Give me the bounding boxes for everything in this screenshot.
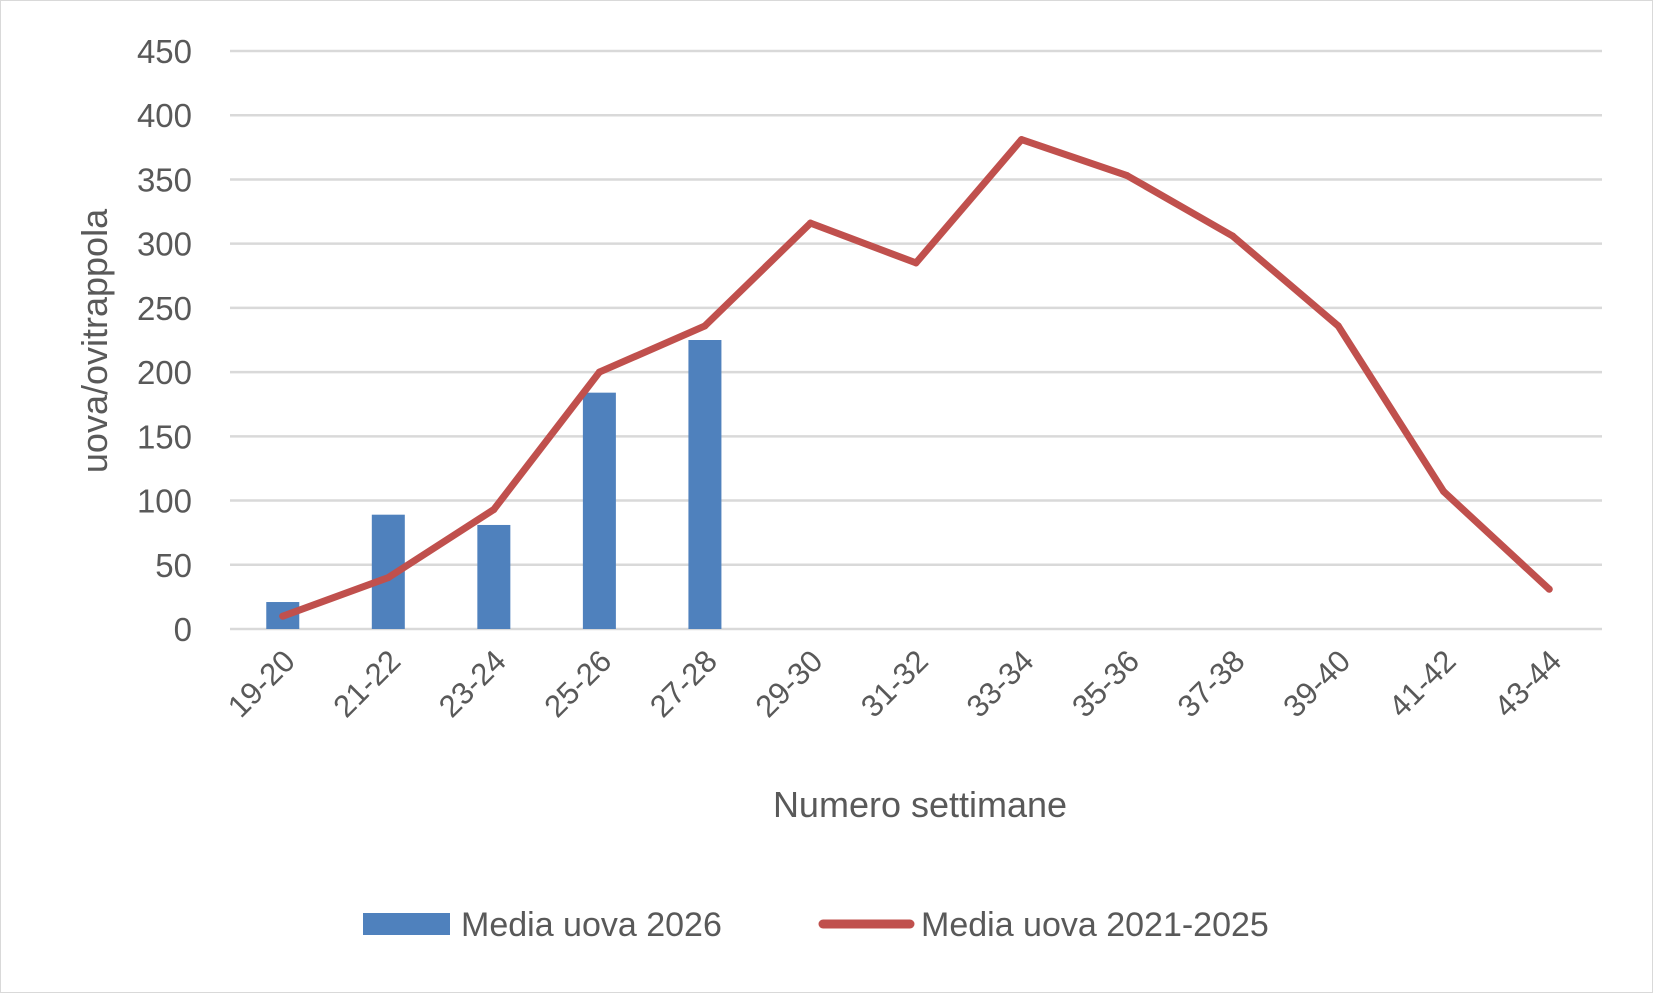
bar-23-24 [477,524,511,629]
x-tick-label: 23-24 [432,643,513,724]
line-point-37-38 [1229,232,1237,240]
x-tick-label: 25-26 [538,643,619,724]
x-axis-ticks: 19-20 21-22 23-24 25-26 27-28 29-30 31-32 33-34… [221,643,1568,724]
line-point-43-44 [1545,585,1553,593]
y-axis-ticks: 0 50 100 150 200 250 300 350 400 450 [137,33,192,648]
bar-series [266,340,722,629]
x-tick-label: 31-32 [854,643,935,724]
y-tick-label: 200 [137,354,192,391]
legend-label-line: Media uova 2021-2025 [921,906,1269,944]
line-point-19-20 [279,612,287,620]
x-tick-label: 21-22 [326,643,407,724]
x-tick-label: 29-30 [749,643,830,724]
y-tick-label: 50 [155,547,192,584]
line-media-uova-2021-2025 [279,136,1553,620]
y-tick-label: 0 [174,611,192,648]
line-point-27-28 [701,322,709,330]
x-tick-label: 19-20 [221,643,302,724]
line-point-33-34 [1018,136,1026,144]
y-tick-label: 250 [137,290,192,327]
bar-27-28 [688,340,722,629]
bar-25-26 [582,392,616,629]
legend: Media uova 2026 Media uova 2021-2025 [363,906,1269,944]
y-tick-label: 100 [137,483,192,520]
line-point-23-24 [490,506,498,514]
x-tick-label: 27-28 [643,643,724,724]
line-point-31-32 [912,259,920,267]
line-point-35-36 [1123,172,1131,180]
line-series [279,136,1553,620]
y-tick-label: 450 [137,33,192,70]
line-point-29-30 [806,219,814,227]
gridlines [230,49,1602,631]
y-axis-title: uova/ovitrappola [74,208,115,473]
x-tick-label: 43-44 [1487,643,1568,724]
legend-label-bar: Media uova 2026 [461,906,722,944]
y-tick-label: 150 [137,418,192,455]
line-point-25-26 [595,368,603,376]
x-tick-label: 35-36 [1065,643,1146,724]
x-axis-title: Numero settimane [773,784,1067,825]
line-point-39-40 [1334,322,1342,330]
x-tick-label: 39-40 [1276,643,1357,724]
x-tick-label: 41-42 [1382,643,1463,724]
y-tick-label: 400 [137,97,192,134]
line-point-21-22 [384,574,392,582]
x-tick-label: 37-38 [1171,643,1252,724]
x-tick-label: 33-34 [960,643,1041,724]
legend-swatch-bar [363,913,450,935]
y-tick-label: 300 [137,226,192,263]
line-point-41-42 [1440,488,1448,496]
y-tick-label: 350 [137,161,192,198]
